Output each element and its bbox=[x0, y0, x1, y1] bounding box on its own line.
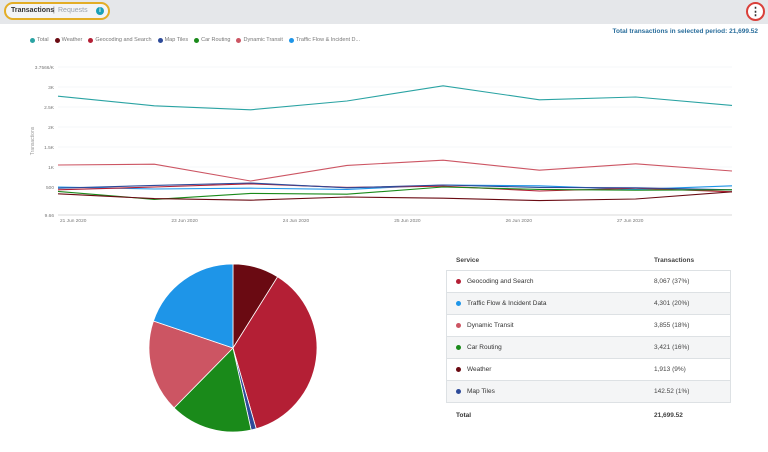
table-row[interactable]: Traffic Flow & Incident Data 4,301 (20%) bbox=[446, 292, 731, 314]
legend-label: Traffic Flow & Incident D... bbox=[295, 37, 361, 43]
table-row[interactable]: Weather 1,913 (9%) bbox=[446, 358, 731, 380]
transactions-cell: 4,301 (20%) bbox=[654, 300, 690, 307]
transactions-cell: 142.52 (1%) bbox=[654, 388, 690, 395]
series-line[interactable] bbox=[57, 182, 733, 191]
total-label: Total bbox=[456, 411, 472, 419]
service-name: Weather bbox=[467, 366, 492, 373]
service-name: Traffic Flow & Incident Data bbox=[467, 300, 547, 307]
pie-slice[interactable] bbox=[232, 276, 318, 430]
y-tick-label: 3.7566/K bbox=[35, 65, 55, 71]
service-dot-icon bbox=[456, 345, 461, 350]
legend-label: Geocoding and Search bbox=[95, 37, 152, 43]
y-tick-label: 2.5K bbox=[44, 105, 55, 111]
header-service: Service bbox=[456, 256, 480, 264]
transactions-cell: 3,421 (16%) bbox=[654, 344, 690, 351]
table-row[interactable]: Map Tiles 142.52 (1%) bbox=[446, 380, 731, 402]
y-tick-label: 1.5K bbox=[44, 145, 55, 151]
y-tick-label: 2K bbox=[48, 125, 55, 131]
table-row[interactable]: Dynamic Transit 3,855 (18%) bbox=[446, 314, 731, 336]
legend-label: Total bbox=[37, 37, 49, 43]
legend-item[interactable]: Car Routing bbox=[194, 37, 230, 43]
service-dot-icon bbox=[456, 389, 461, 394]
series-line[interactable] bbox=[57, 159, 733, 182]
legend-item[interactable]: Geocoding and Search bbox=[88, 37, 152, 43]
series-line[interactable] bbox=[57, 191, 733, 202]
transactions-cell: 3,855 (18%) bbox=[654, 322, 690, 329]
pie-slice[interactable] bbox=[173, 347, 252, 433]
service-name: Geocoding and Search bbox=[467, 278, 534, 285]
legend-label: Map Tiles bbox=[164, 37, 189, 43]
x-tick-label: 23 Jun 2020 bbox=[171, 218, 198, 224]
more-vertical-icon: ⋮ bbox=[750, 6, 761, 18]
service-cell: Car Routing bbox=[447, 344, 654, 351]
legend-item[interactable]: Weather bbox=[54, 37, 83, 43]
legend-dot-icon bbox=[30, 37, 35, 43]
transactions-cell: 1,913 (9%) bbox=[654, 366, 686, 373]
header-transactions: Transactions bbox=[654, 256, 695, 264]
service-cell: Weather bbox=[447, 366, 654, 373]
legend-label: Dynamic Transit bbox=[243, 37, 283, 43]
legend-dot-icon bbox=[236, 37, 242, 43]
service-dot-icon bbox=[456, 323, 461, 328]
service-cell: Traffic Flow & Incident Data bbox=[447, 300, 654, 307]
table-row[interactable]: Car Routing 3,421 (16%) bbox=[446, 336, 731, 358]
y-tick-label: 1K bbox=[48, 165, 55, 171]
transactions-line-chart: Transactions 3.7566/K 3K 2.5K 2K 1.5K 1K 500 9.6… bbox=[30, 65, 733, 224]
total-transactions-label: Total transactions in selected period: 2… bbox=[612, 28, 758, 35]
y-tick-label: 3K bbox=[48, 85, 55, 91]
service-dot-icon bbox=[456, 279, 461, 284]
info-icon[interactable]: i bbox=[96, 7, 104, 15]
total-value: 21,699.52 bbox=[654, 411, 683, 419]
legend-dot-icon bbox=[288, 37, 294, 43]
y-tick-label: 500 bbox=[46, 185, 54, 191]
tab-requests[interactable]: Requests bbox=[58, 7, 88, 14]
x-tick-label: 26 Jun 2020 bbox=[506, 218, 533, 224]
service-name: Map Tiles bbox=[467, 388, 495, 395]
legend-dot-icon bbox=[88, 37, 94, 43]
chart-legend: Total Weather Geocoding and Search Map Tile… bbox=[30, 37, 366, 43]
tabs-group bbox=[4, 2, 110, 20]
legend-dot-icon bbox=[157, 37, 163, 43]
x-tick-label: 24 Jun 2020 bbox=[283, 218, 310, 224]
table-body: Geocoding and Search 8,067 (37%) Traffic F… bbox=[446, 270, 731, 403]
service-cell: Geocoding and Search bbox=[447, 278, 654, 285]
more-options-button[interactable]: ⋮ bbox=[746, 2, 765, 21]
y-tick-label: 9.66 bbox=[45, 213, 55, 219]
legend-dot-icon bbox=[194, 37, 200, 43]
legend-label: Weather bbox=[61, 37, 83, 43]
x-tick-label: 25 Jun 2020 bbox=[394, 218, 421, 224]
table-header: Service Transactions bbox=[446, 250, 731, 270]
tab-transactions[interactable]: Transactions bbox=[11, 7, 55, 14]
x-tick-label: 21 Jun 2020 bbox=[60, 218, 87, 224]
top-bar: Transactions | Requests i ⋮ bbox=[0, 0, 768, 24]
service-cell: Map Tiles bbox=[447, 388, 654, 395]
service-name: Dynamic Transit bbox=[467, 322, 514, 329]
service-dot-icon bbox=[456, 301, 461, 306]
pie-slice[interactable] bbox=[148, 320, 234, 409]
legend-dot-icon bbox=[54, 37, 60, 43]
x-tick-label: 27 Jun 2020 bbox=[617, 218, 644, 224]
transactions-pie-chart bbox=[148, 263, 318, 433]
legend-label: Car Routing bbox=[201, 37, 231, 43]
table-row[interactable]: Geocoding and Search 8,067 (37%) bbox=[446, 270, 731, 292]
legend-item[interactable]: Total bbox=[30, 37, 49, 43]
services-table: Service Transactions Geocoding and Searc… bbox=[446, 250, 731, 427]
transactions-cell: 8,067 (37%) bbox=[654, 278, 690, 285]
legend-item[interactable]: Map Tiles bbox=[157, 37, 189, 43]
legend-item[interactable]: Traffic Flow & Incident D... bbox=[288, 37, 361, 43]
table-total-row: Total 21,699.52 bbox=[446, 403, 731, 427]
service-dot-icon bbox=[456, 367, 461, 372]
y-axis-label: Transactions bbox=[30, 126, 36, 155]
legend-item[interactable]: Dynamic Transit bbox=[236, 37, 283, 43]
tab-separator: | bbox=[53, 7, 55, 14]
service-name: Car Routing bbox=[467, 344, 502, 351]
pie-slice[interactable] bbox=[152, 263, 234, 349]
service-cell: Dynamic Transit bbox=[447, 322, 654, 329]
series-line[interactable] bbox=[57, 85, 733, 111]
